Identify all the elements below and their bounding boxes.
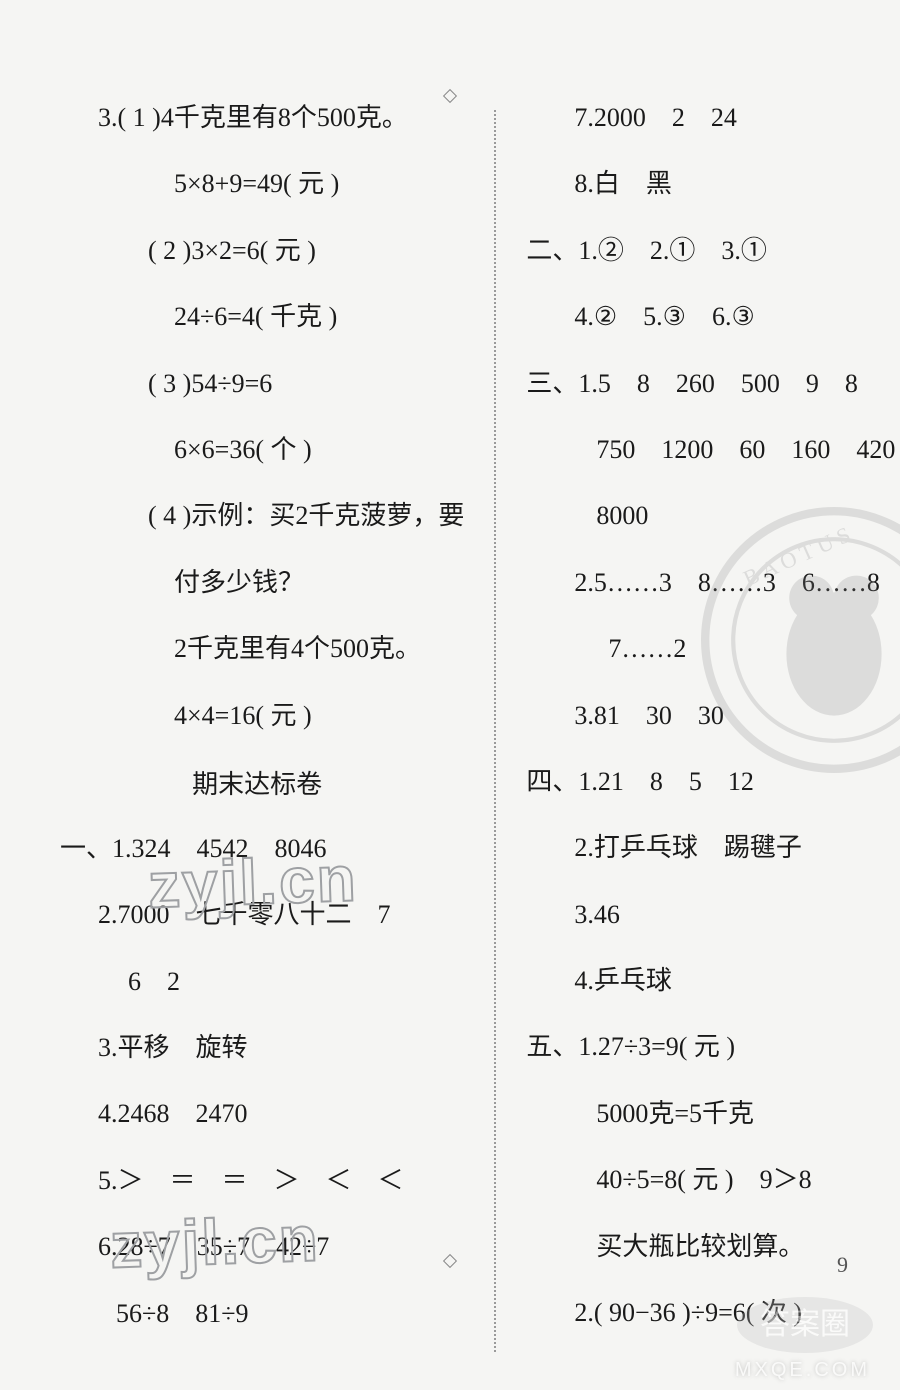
sec4-q2: 2.打乒乓球 踢毽子 (526, 830, 895, 866)
q3-3-line2: 6×6=36( 个 ) (50, 432, 464, 468)
sec3-line2: 750 1200 60 160 420 (526, 432, 895, 468)
page-number: 9 (837, 1252, 848, 1278)
q3-4-line4: 4×4=16( 元 ) (50, 698, 464, 734)
answer-badge-icon: 答案圈 (730, 1290, 880, 1360)
sec1-q5: 5.＞ ＝ ＝ ＞ ＜ ＜ (50, 1163, 464, 1199)
sec1-q4: 4.2468 2470 (50, 1096, 464, 1132)
divider-ornament-bottom (443, 1255, 457, 1266)
sec2-line1: 二、1.② 2.① 3.① (526, 233, 895, 269)
page-root: 3.( 1 )4千克里有8个500克。 5×8+9=49( 元 ) ( 2 )3… (0, 0, 900, 1390)
sec1-q8: 8.白 黑 (526, 166, 895, 202)
sec2-line2: 4.② 5.③ 6.③ (526, 299, 895, 335)
sec1-q6b: 56÷8 81÷9 (50, 1296, 464, 1332)
sec4-q4: 4.乒乓球 (526, 963, 895, 999)
q3-1-line1: 3.( 1 )4千克里有8个500克。 (50, 100, 464, 136)
sec4-q3: 3.46 (526, 897, 895, 933)
q3-4-line1: ( 4 )示例：买2千克菠萝，要 (50, 498, 464, 534)
seal-stamp-icon: B A O T U S (694, 500, 900, 780)
answer-badge-text: 答案圈 (760, 1308, 850, 1341)
watermark-text-1: zyjl.cn (147, 841, 359, 922)
left-column: 3.( 1 )4千克里有8个500克。 5×8+9=49( 元 ) ( 2 )3… (50, 100, 464, 1362)
column-divider (494, 110, 496, 1352)
q3-4-line2: 付多少钱？ (50, 565, 464, 601)
q3-3-line1: ( 3 )54÷9=6 (50, 366, 464, 402)
sec3-line1: 三、1.5 8 260 500 9 8 (526, 366, 895, 402)
section-heading-final-exam: 期末达标卷 (50, 764, 464, 801)
sec5-q1-line1: 五、1.27÷3=9( 元 ) (526, 1029, 895, 1065)
watermark-text-2: zyjl.cn (109, 1201, 321, 1282)
sec5-q1-line2: 5000克=5千克 (526, 1096, 895, 1132)
q3-2-line1: ( 2 )3×2=6( 元 ) (50, 233, 464, 269)
q3-2-line2: 24÷6=4( 千克 ) (50, 299, 464, 335)
mxqe-watermark: MXQE.COM (735, 1359, 870, 1382)
sec5-q1-line3: 40÷5=8( 元 ) 9＞8 (526, 1162, 895, 1198)
sec1-q2b: 6 2 (50, 964, 464, 1000)
sec1-q3: 3.平移 旋转 (50, 1030, 464, 1066)
q3-1-line2: 5×8+9=49( 元 ) (50, 166, 464, 202)
sec1-q7: 7.2000 2 24 (526, 100, 895, 136)
q3-4-line3: 2千克里有4个500克。 (50, 631, 464, 667)
